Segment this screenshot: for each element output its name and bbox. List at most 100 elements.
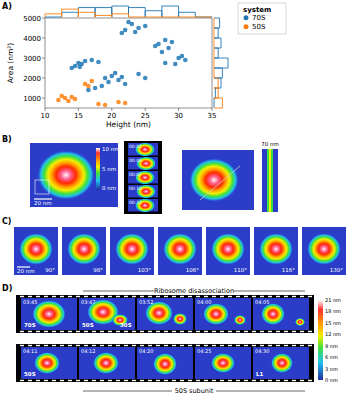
top-hist-bin <box>45 17 62 18</box>
point <box>89 58 94 63</box>
sprocket <box>244 331 248 332</box>
label: 20 nm <box>34 200 52 206</box>
sprocket <box>92 331 96 332</box>
sprocket <box>292 296 296 297</box>
sprocket <box>300 296 304 297</box>
sprocket <box>252 296 256 297</box>
top-hist-bin <box>162 17 179 18</box>
afm-frame <box>262 149 278 212</box>
inset-box <box>35 180 49 194</box>
label: 21 nm <box>325 297 341 303</box>
sprocket <box>276 380 280 381</box>
label: 130° <box>330 267 343 273</box>
sprocket <box>44 380 48 381</box>
sprocket <box>92 380 96 381</box>
sprocket <box>44 296 48 297</box>
sprocket <box>204 380 208 381</box>
span-line <box>216 391 305 392</box>
panel-b: 10 nm5 nm0 nm20 nm00:0100:0400:0700:1000… <box>30 141 279 214</box>
top-hist-bin <box>179 12 196 17</box>
top-hist-bin <box>129 17 146 18</box>
sprocket <box>60 331 64 332</box>
film-strip <box>16 295 314 333</box>
point <box>73 97 78 102</box>
right-hist-bin <box>214 18 220 28</box>
afm-frame <box>128 171 158 184</box>
label: 00:07 <box>129 172 142 177</box>
sprocket <box>212 296 216 297</box>
label: 04:30 <box>255 348 269 354</box>
sprocket <box>260 296 264 297</box>
sprocket <box>204 331 208 332</box>
sprocket <box>140 380 144 381</box>
x-tick <box>111 108 112 111</box>
sprocket <box>52 331 56 332</box>
span-line <box>234 291 305 292</box>
label: 110° <box>234 267 247 273</box>
point <box>66 99 71 104</box>
sprocket <box>148 331 152 332</box>
point <box>96 102 101 107</box>
label: 50S <box>82 322 94 328</box>
sprocket <box>180 345 184 346</box>
afm-frame <box>110 227 154 275</box>
x-tick <box>78 108 79 111</box>
y-tick <box>42 18 45 19</box>
label: 1000 <box>23 95 41 103</box>
top-hist-bin <box>95 15 112 17</box>
colorbar <box>96 148 100 190</box>
sprocket <box>68 380 72 381</box>
afm-frame <box>128 199 158 212</box>
sprocket <box>244 296 248 297</box>
sprocket <box>60 296 64 297</box>
sprocket <box>28 345 32 346</box>
point <box>143 76 148 81</box>
right-hist-bin <box>214 58 215 68</box>
afm-particle <box>234 315 246 325</box>
label: 103° <box>138 267 151 273</box>
sprocket <box>124 345 128 346</box>
panel-c: 90°98°103°106°110°116°130°20 nm <box>14 227 346 275</box>
sprocket <box>292 380 296 381</box>
label: 18 nm <box>325 308 341 314</box>
kymo-band <box>267 149 273 212</box>
sprocket <box>44 331 48 332</box>
sprocket <box>188 331 192 332</box>
point <box>103 103 108 108</box>
sprocket <box>228 331 232 332</box>
y-tick <box>42 38 45 39</box>
label: B) <box>2 135 12 144</box>
x-tick <box>212 108 213 111</box>
top-hist-bin <box>179 17 196 18</box>
profile-line <box>200 166 240 200</box>
sprocket <box>60 380 64 381</box>
sprocket <box>268 296 272 297</box>
afm-particle <box>173 313 187 325</box>
point <box>120 75 125 80</box>
label: 116° <box>282 267 295 273</box>
right-hist-bin <box>214 88 215 98</box>
right-hist-bin <box>214 98 215 108</box>
sprocket <box>52 345 56 346</box>
sprocket <box>108 331 112 332</box>
figure: A)10152025303510002000300040005000Height… <box>0 0 351 400</box>
label: 0 nm <box>102 185 116 191</box>
label: 04:12 <box>81 348 95 354</box>
afm-particle <box>37 150 95 200</box>
sprocket <box>36 345 40 346</box>
afm-particle <box>153 353 177 375</box>
right-hist-bin <box>214 98 222 108</box>
sprocket <box>188 380 192 381</box>
sprocket <box>156 380 160 381</box>
sprocket <box>108 345 112 346</box>
sprocket <box>236 380 240 381</box>
top-hist-bin <box>45 14 62 17</box>
afm-frame <box>21 347 77 379</box>
label: 04:05 <box>255 299 269 305</box>
sprocket <box>148 345 152 346</box>
sprocket <box>44 345 48 346</box>
point <box>153 44 158 49</box>
sprocket <box>284 380 288 381</box>
afm-frame <box>195 347 251 379</box>
label: 6 nm <box>325 354 338 360</box>
